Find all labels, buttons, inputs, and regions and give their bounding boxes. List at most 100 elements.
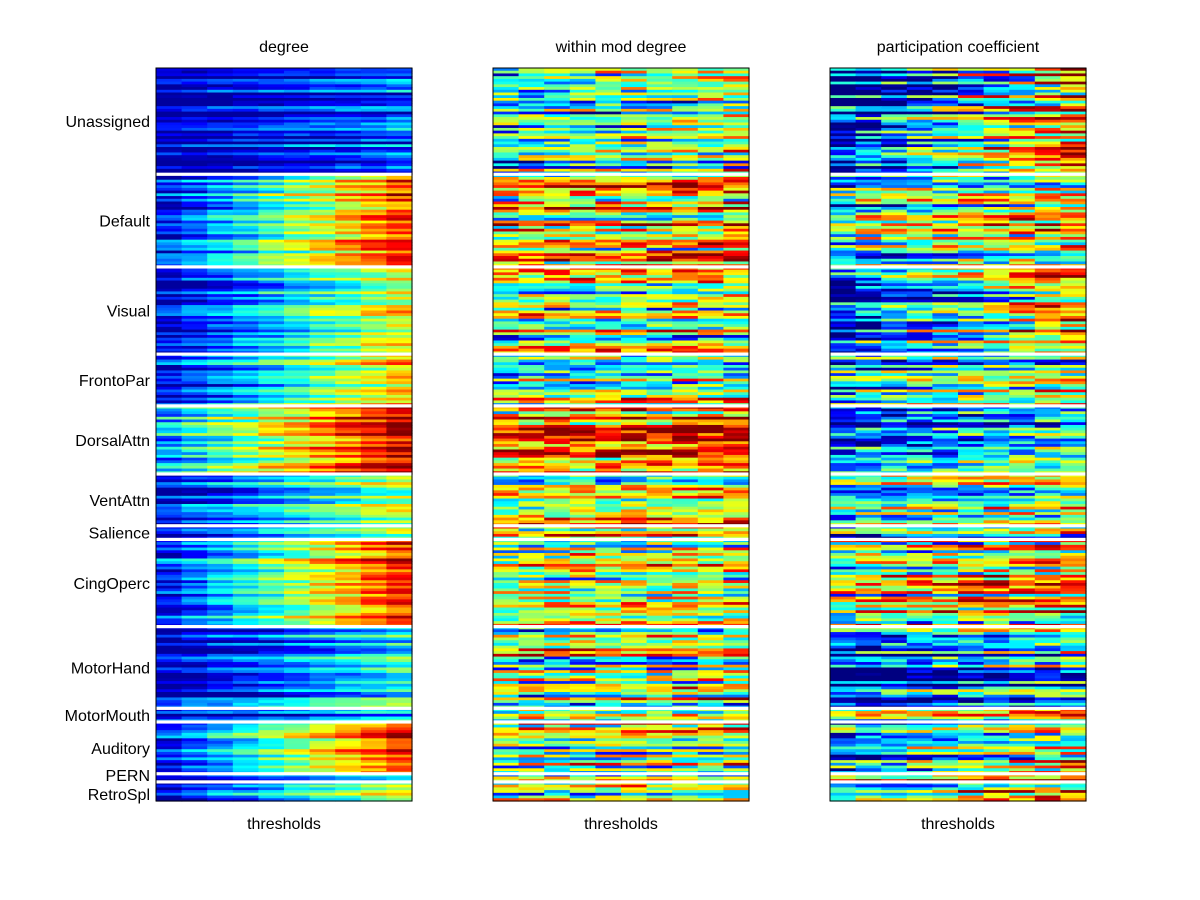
heatmap-cell: [360, 520, 387, 524]
heatmap-cell: [723, 231, 750, 235]
heatmap-cell: [181, 78, 208, 83]
heatmap-cell: [569, 561, 596, 565]
heatmap-cell: [518, 512, 545, 516]
heatmap-cell: [335, 95, 362, 99]
heatmap-cell: [181, 375, 208, 380]
heatmap-cell: [621, 144, 648, 148]
heatmap-cell: [258, 569, 285, 573]
heatmap-cell: [493, 397, 520, 402]
heatmap-cell: [309, 416, 336, 421]
heatmap-cell: [518, 615, 545, 620]
heatmap-cell: [309, 365, 336, 369]
heatmap-cell: [672, 348, 699, 352]
heatmap-cell: [569, 310, 596, 314]
heatmap-cell: [697, 340, 724, 344]
group-separator: [156, 265, 412, 269]
heatmap-cell: [181, 781, 208, 786]
heatmap-cell: [595, 343, 622, 347]
heatmap-cell: [258, 454, 285, 459]
heatmap-cell: [544, 345, 571, 350]
heatmap-cell: [518, 547, 545, 551]
heatmap-cell: [518, 305, 545, 309]
heatmap-cell: [544, 76, 571, 80]
heatmap-cell: [672, 318, 699, 323]
heatmap-cell: [258, 149, 285, 154]
heatmap-cell: [181, 430, 208, 434]
group-separator: [156, 772, 412, 776]
heatmap-cell: [493, 234, 520, 238]
heatmap-cell: [621, 531, 648, 535]
heatmap-cell: [181, 602, 208, 606]
heatmap-cell: [284, 253, 311, 257]
heatmap-cell: [156, 498, 183, 502]
heatmap-cell: [723, 550, 750, 554]
heatmap-cell: [544, 310, 571, 314]
heatmap-cell: [621, 307, 648, 312]
heatmap-cell: [335, 119, 362, 124]
heatmap-cell: [672, 370, 699, 374]
heatmap-cell: [646, 394, 673, 399]
heatmap-cell: [386, 416, 413, 421]
heatmap-cell: [518, 487, 545, 491]
heatmap-cell: [284, 348, 311, 352]
heatmap-cell: [386, 798, 413, 802]
heatmap-cell: [284, 656, 311, 660]
heatmap-cell: [232, 732, 259, 737]
heatmap-cell: [518, 672, 545, 677]
heatmap-cell: [621, 433, 648, 437]
heatmap-cell: [309, 272, 336, 276]
heatmap-cell: [258, 310, 285, 314]
heatmap-cell: [207, 550, 234, 554]
heatmap-cell: [284, 762, 311, 767]
heatmap-cell: [386, 324, 413, 328]
heatmap-cell: [386, 746, 413, 750]
heatmap-cell: [386, 479, 413, 483]
heatmap-cell: [646, 634, 673, 639]
heatmap-cell: [207, 133, 234, 137]
heatmap-cell: [284, 422, 311, 426]
heatmap-cell: [156, 760, 183, 764]
heatmap-cell: [335, 555, 362, 560]
heatmap-cell: [646, 512, 673, 516]
heatmap-cell: [646, 147, 673, 151]
heatmap-cell: [697, 553, 724, 557]
heatmap-cell: [207, 599, 234, 603]
heatmap-cell: [181, 291, 208, 295]
heatmap-cell: [181, 503, 208, 508]
heatmap-cell: [544, 190, 571, 194]
heatmap-cell: [544, 315, 571, 320]
heatmap-cell: [621, 463, 648, 467]
heatmap-cell: [309, 108, 336, 113]
heatmap-cell: [621, 490, 648, 494]
heatmap-cell: [544, 648, 571, 652]
heatmap-cell: [207, 711, 234, 715]
heatmap-cell: [672, 141, 699, 145]
heatmap-cell: [518, 236, 545, 241]
heatmap-cell: [360, 449, 387, 453]
heatmap-cell: [232, 675, 259, 679]
heatmap-cell: [181, 103, 208, 107]
heatmap-cell: [544, 157, 571, 162]
heatmap-cell: [697, 266, 724, 271]
heatmap-cell: [493, 517, 520, 521]
panel-frame: [155, 67, 413, 802]
heatmap-cell: [207, 563, 234, 568]
heatmap-cell: [232, 585, 259, 590]
heatmap-cell: [518, 114, 545, 118]
heatmap-cell: [697, 394, 724, 399]
heatmap-cell: [544, 563, 571, 568]
heatmap-cell: [258, 773, 285, 778]
heatmap-cell: [646, 468, 673, 472]
heatmap-cell: [309, 253, 336, 257]
heatmap-cell: [518, 321, 545, 325]
heatmap-cell: [697, 362, 724, 366]
heatmap-cell: [544, 209, 571, 214]
heatmap-cell: [156, 452, 183, 456]
heatmap-cell: [518, 365, 545, 369]
heatmap-cell: [309, 430, 336, 434]
heatmap-cell: [156, 419, 183, 423]
heatmap-cell: [309, 190, 336, 194]
heatmap-cell: [258, 751, 285, 756]
heatmap-cell: [156, 291, 183, 295]
heatmap-cell: [493, 73, 520, 77]
